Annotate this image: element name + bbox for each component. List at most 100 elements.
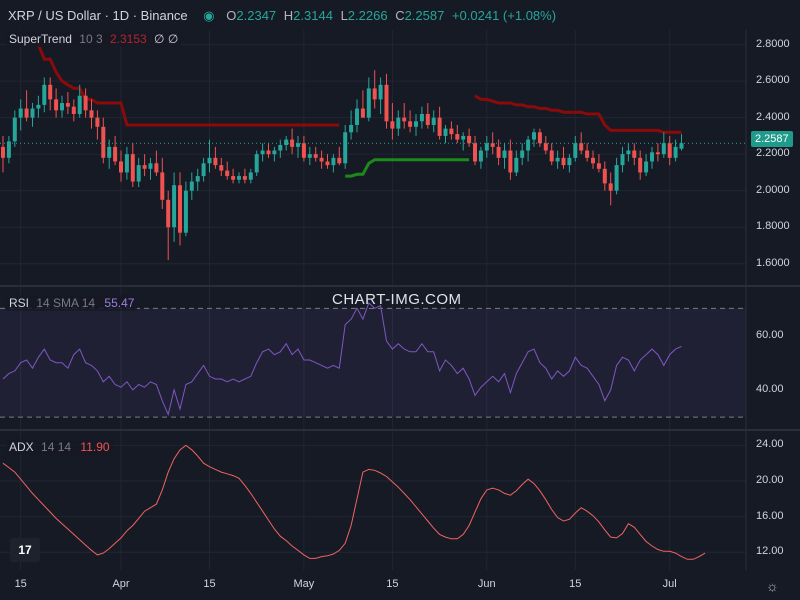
candle-body — [172, 185, 177, 228]
candle-body — [378, 84, 383, 100]
candle-body — [331, 157, 336, 166]
supertrend-legend[interactable]: SuperTrend 10 3 2.3153 ∅ ∅ — [6, 31, 182, 47]
candle-body — [142, 165, 147, 169]
adx-y-tick: 20.00 — [756, 473, 784, 486]
x-tick: Apr — [112, 578, 130, 590]
pane-separators[interactable] — [0, 30, 800, 570]
price-pane[interactable] — [0, 44, 746, 261]
candle-body — [419, 114, 424, 122]
adx-legend[interactable]: ADX 14 14 11.90 — [6, 439, 113, 455]
candle-body — [673, 146, 678, 158]
x-tick: Jul — [662, 578, 677, 590]
candle-body — [661, 143, 666, 155]
candle-body — [12, 117, 17, 142]
tradingview-logo-icon[interactable]: 17 — [10, 538, 40, 562]
candle-body — [42, 84, 47, 105]
candle-body — [71, 106, 76, 114]
supertrend-down-line-1 — [37, 44, 340, 127]
candle-body — [65, 103, 70, 107]
rsi-value: 55.47 — [104, 296, 135, 310]
candle-body — [467, 135, 472, 144]
rsi-band-fill — [0, 308, 746, 418]
chart-header: XRP / US Dollar · 1D · Binance ◉ O2.2347… — [8, 8, 560, 24]
supertrend-empty-icons: ∅ ∅ — [154, 32, 179, 46]
candle-body — [119, 161, 123, 173]
candle-body — [343, 132, 348, 164]
candle-body — [632, 150, 637, 158]
price-y-tick: 2.0000 — [756, 183, 790, 196]
x-tick: May — [293, 578, 315, 590]
candle-body — [473, 143, 477, 162]
candle-body — [585, 150, 590, 158]
price-y-tick: 1.6000 — [756, 256, 790, 269]
candle-body — [6, 141, 11, 158]
price-y-tick: 2.2000 — [756, 147, 790, 160]
candle-body — [614, 165, 619, 191]
candle-body — [189, 181, 194, 191]
candle-body — [408, 121, 413, 127]
candle-body — [514, 157, 519, 173]
candle-body — [242, 176, 247, 180]
rsi-y-tick: 40.00 — [756, 382, 784, 395]
candle-body — [596, 163, 601, 169]
candle-body — [95, 117, 100, 127]
candle-body — [213, 157, 218, 166]
candle-body — [272, 150, 277, 155]
candle-body — [237, 176, 241, 180]
candle-body — [561, 157, 566, 166]
candle-body — [148, 163, 153, 169]
supertrend-up-line — [345, 158, 470, 178]
candle-body — [591, 157, 595, 164]
candle-body — [107, 146, 112, 158]
adx-y-tick: 12.00 — [756, 545, 784, 558]
candle-body — [183, 190, 188, 233]
candle-body — [225, 170, 230, 177]
rsi-pane[interactable] — [0, 302, 746, 418]
candle-body — [248, 172, 253, 180]
candle-body — [390, 121, 395, 129]
candle-body — [396, 117, 401, 129]
candle-body — [154, 163, 159, 173]
adx-pane[interactable] — [2, 444, 706, 560]
candle-body — [254, 154, 259, 173]
candle-body — [284, 139, 289, 146]
candle-body — [325, 161, 330, 166]
candle-body — [490, 143, 495, 147]
rsi-y-tick: 60.00 — [756, 328, 784, 341]
settings-gear-icon[interactable]: ☼ — [766, 578, 779, 594]
candle-body — [431, 117, 436, 125]
candle-body — [77, 95, 82, 114]
candle-body — [136, 165, 141, 182]
candle-body — [83, 95, 88, 111]
supertrend-down-line-2 — [474, 94, 682, 134]
price-y-tick: 2.4000 — [756, 110, 790, 123]
candle-body — [1, 146, 5, 158]
candle-body — [201, 163, 206, 177]
candle-body — [414, 121, 418, 127]
candle-body — [372, 88, 377, 100]
symbol-title[interactable]: XRP / US Dollar · 1D · Binance — [8, 8, 188, 23]
candle-body — [602, 168, 607, 184]
candle-body — [638, 157, 643, 173]
candle-body — [101, 126, 106, 158]
candle-body — [478, 150, 483, 162]
x-tick: Jun — [477, 578, 496, 590]
change-value: +0.0241 (+1.08%) — [451, 8, 557, 23]
candle-body — [18, 108, 23, 118]
candle-body — [555, 157, 560, 162]
candle-body — [508, 150, 513, 173]
candle-body — [54, 99, 59, 111]
rsi-legend[interactable]: RSI 14 SMA 14 55.47 — [6, 295, 138, 311]
candle-body — [496, 146, 501, 158]
candle-body — [48, 84, 53, 100]
watermark: CHART-IMG.COM — [332, 291, 462, 308]
candle-body — [178, 185, 182, 233]
candle-body — [266, 150, 271, 155]
last-price-badge: 2.2587 — [751, 131, 793, 147]
candle-body — [608, 183, 613, 191]
supertrend-value: 2.3153 — [109, 32, 147, 46]
candle-body — [655, 152, 660, 155]
candle-body — [549, 150, 554, 162]
candle-body — [455, 134, 460, 140]
